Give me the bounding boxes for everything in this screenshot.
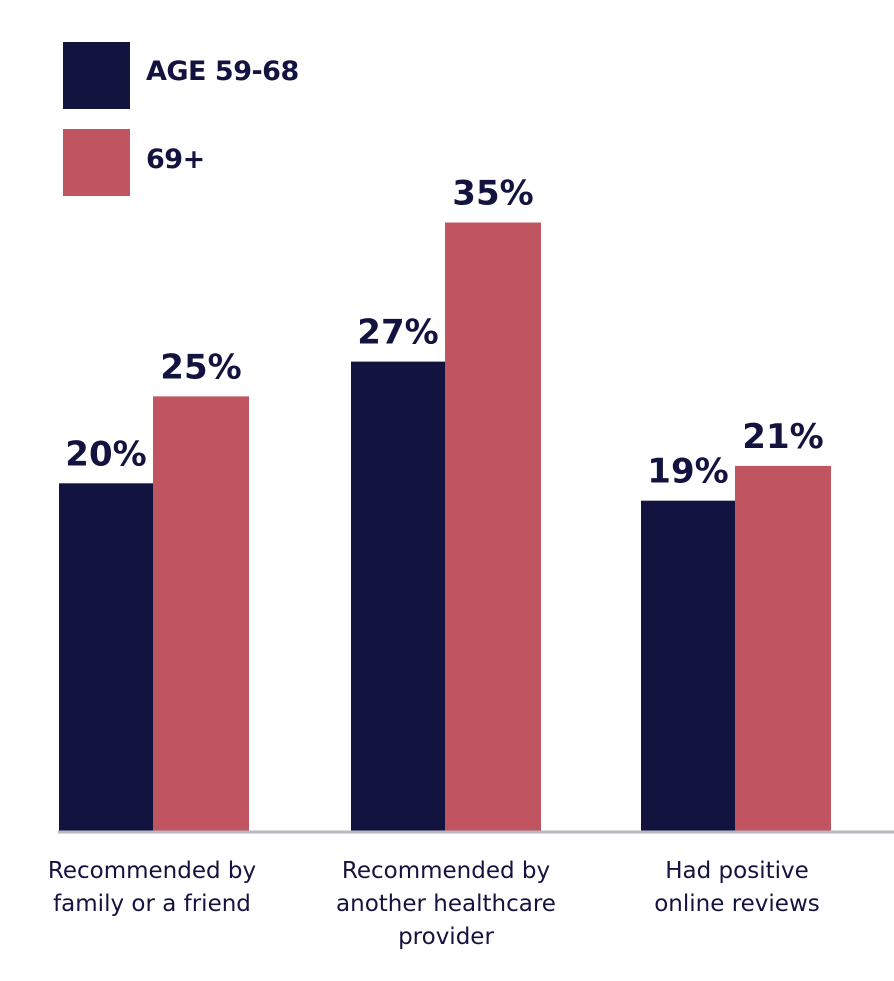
bar-age-59-68-3 <box>641 500 735 831</box>
value-label-age-59-68-3: 19% <box>647 452 728 492</box>
legend-swatch-69-plus <box>63 129 130 196</box>
bars-layer <box>59 222 831 831</box>
legend-label-69-plus: 69+ <box>146 144 205 175</box>
legend-label-age-59-68: AGE 59-68 <box>146 56 299 87</box>
bar-age-59-68-2 <box>351 361 445 831</box>
value-label-age-59-68-1: 20% <box>65 434 146 474</box>
category-label-healthcare-provider: Recommended by another healthcare provid… <box>336 858 556 950</box>
value-label-69-3: 21% <box>742 417 823 457</box>
bar-69-2 <box>445 222 541 831</box>
value-label-69-1: 25% <box>160 347 241 387</box>
category-label-family-friend: Recommended by family or a friend <box>47 858 257 917</box>
value-labels-layer: 20% 25% 27% 35% 19% 21% <box>65 174 823 492</box>
category-label-online-reviews: Had positive online reviews <box>654 858 820 917</box>
bar-69-3 <box>735 465 831 831</box>
bar-age-59-68-1 <box>59 483 153 831</box>
value-label-age-59-68-2: 27% <box>357 313 438 353</box>
value-label-69-2: 35% <box>452 174 533 214</box>
bar-69-1 <box>153 396 249 831</box>
legend-swatch-age-59-68 <box>63 42 130 109</box>
